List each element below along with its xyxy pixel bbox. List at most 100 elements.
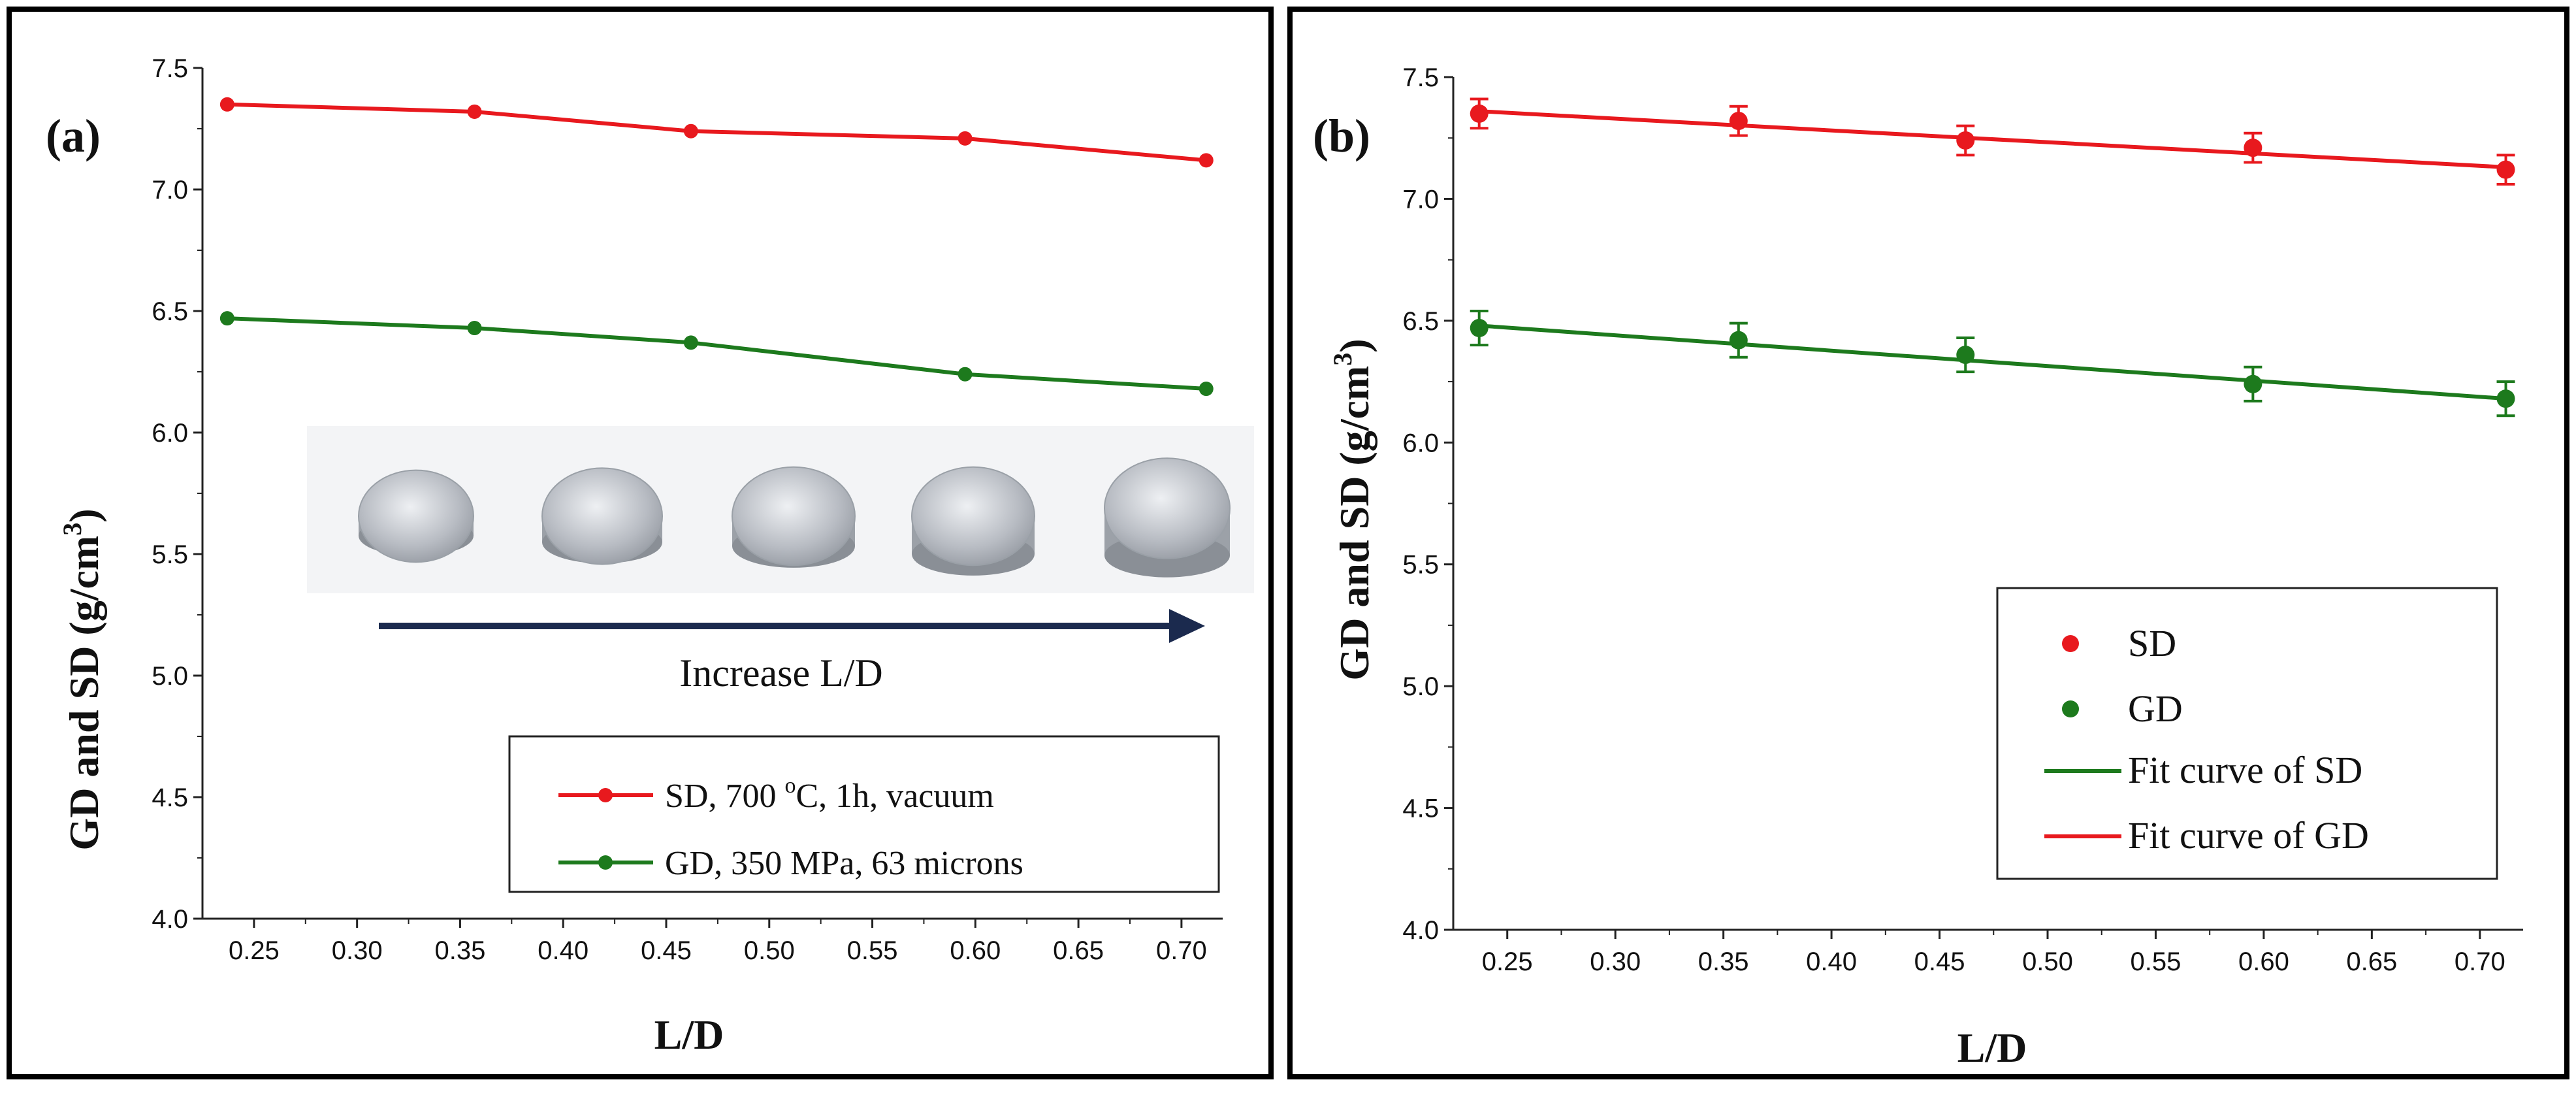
y-tick-label: 7.5 <box>152 54 188 83</box>
y-tick-label: 4.0 <box>152 905 188 934</box>
series-sd-point <box>683 123 698 139</box>
y-tick-label: 7.0 <box>1402 185 1439 214</box>
series-gd-point <box>1956 346 1975 365</box>
panel-a-ylabel-close: ) <box>61 508 107 522</box>
x-tick-label: 0.50 <box>2022 947 2073 976</box>
y-tick-label: 5.0 <box>152 662 188 691</box>
fit_sd-line <box>1479 323 2506 401</box>
panel-a-ticks: 4.0 4.5 5.0 5.5 6.0 6.5 7.0 7.5 0.25 0.30 0.35 0.40… <box>152 54 1223 965</box>
x-tick-label: 0.65 <box>2346 947 2397 976</box>
sample-disc-top <box>911 466 1035 566</box>
panel-b-legend: SD GD Fit curve of SD Fit curve of GD <box>1996 587 2498 880</box>
sample-disc-top <box>1104 457 1231 559</box>
panel-b-frame <box>1287 7 2569 1079</box>
legend-b-gd-label: GD <box>2128 687 2183 730</box>
panel-b-series <box>1470 97 2515 418</box>
panel-b-ylabel-close: ) <box>1331 338 1377 352</box>
panel-a-legend-box <box>508 735 1220 893</box>
panel-a-legend: SD, 700 oC, 1h, vacuum GD, 350 MPa, 63 m… <box>508 735 1220 893</box>
y-tick-label: 5.0 <box>1402 672 1439 701</box>
panel-b-y-axis-title: GD and SD (g/cm3) <box>1328 338 1377 680</box>
x-tick-label: 0.30 <box>1590 947 1641 976</box>
legend-b-fit-gd-label: Fit curve of GD <box>2128 814 2369 857</box>
y-tick-label: 7.0 <box>152 176 188 205</box>
x-tick-label: 0.45 <box>641 936 692 965</box>
panel-a-y-axis-title: GD and SD (g/cm3) <box>57 508 107 850</box>
panel-a-xlabel: L/D <box>654 1011 724 1058</box>
series-sd-point <box>2496 160 2515 179</box>
series-sd-point <box>467 104 482 119</box>
legend-sd-label-rest: C, 1h, vacuum <box>796 778 993 815</box>
panel-a-label: (a) <box>46 110 101 162</box>
x-tick-label: 0.70 <box>2455 947 2505 976</box>
series-sd-point <box>2244 139 2262 157</box>
x-tick-label: 0.25 <box>1482 947 1533 976</box>
svg-text:GD and SD (g/cm3): GD and SD (g/cm3) <box>57 508 107 850</box>
x-tick-label: 0.60 <box>2238 947 2289 976</box>
panel-b-legend-box <box>1996 587 2498 880</box>
x-tick-label: 0.65 <box>1053 936 1104 965</box>
series-gd-point <box>1729 331 1748 350</box>
legend-sd-label: SD, 700 <box>665 778 784 815</box>
x-tick-label: 0.55 <box>847 936 898 965</box>
series-sd-point <box>1729 112 1748 131</box>
x-tick-label: 0.30 <box>332 936 383 965</box>
sample-disc-top <box>358 469 474 563</box>
series-gd-point <box>2244 374 2262 393</box>
y-tick-label: 6.5 <box>1402 307 1439 336</box>
y-tick-label: 6.5 <box>152 297 188 326</box>
legend-gd-label: GD, 350 MPa, 63 microns <box>665 845 1023 882</box>
series-sd-point <box>219 97 234 112</box>
y-tick-label: 4.0 <box>1402 916 1439 945</box>
panel-b: (b) GD and SD (g/cm3) L/D 4.0 4.5 5.0 5.5 6.… <box>1287 7 2569 1079</box>
legend-b-sd-marker <box>2062 635 2079 652</box>
legend-b-sd-label: SD <box>2128 622 2176 665</box>
sample-discs <box>358 457 1231 578</box>
increase-ld-annotation: Increase L/D <box>679 651 882 695</box>
panel-b-xlabel: L/D <box>1957 1025 2027 1071</box>
series-gd-point <box>958 367 973 382</box>
y-tick-label: 4.5 <box>1402 795 1439 823</box>
legend-sd-degree: o <box>784 774 796 798</box>
y-tick-label: 4.5 <box>152 783 188 812</box>
panel-b-ticks: 4.0 4.5 5.0 5.5 6.0 6.5 7.0 7.5 0.25 0.30 0.35 0.40… <box>1402 63 2523 976</box>
x-tick-label: 0.50 <box>744 936 795 965</box>
x-tick-label: 0.55 <box>2131 947 2182 976</box>
sample-disc-top <box>541 467 663 565</box>
panel-a-ylabel: GD and SD (g/cm <box>61 536 107 851</box>
legend-gd-marker <box>598 855 613 870</box>
series-sd-point <box>1199 153 1214 168</box>
series-gd-point <box>467 321 482 336</box>
x-tick-label: 0.60 <box>950 936 1001 965</box>
series-gd-point <box>683 335 698 350</box>
legend-b-fit-sd-label: Fit curve of SD <box>2128 749 2362 791</box>
panel-b-ylabel: GD and SD (g/cm <box>1331 366 1377 681</box>
panel-a-frame <box>7 7 1274 1079</box>
fit_gd-line <box>1479 109 2506 169</box>
legend-b-gd-marker <box>2062 700 2079 717</box>
x-tick-label: 0.35 <box>1698 947 1749 976</box>
x-tick-label: 0.70 <box>1156 936 1207 965</box>
y-tick-label: 7.5 <box>1402 63 1439 92</box>
panel-a: (a) GD and SD (g/cm3) L/D 4.0 4.5 5.0 5.5 6.… <box>7 7 1274 1079</box>
series-gd-point <box>1470 319 1489 338</box>
y-tick-label: 5.5 <box>1402 551 1439 580</box>
panel-b-ylabel-sup: 3 <box>1328 353 1357 366</box>
panel-a-ylabel-sup: 3 <box>57 523 87 536</box>
svg-text:GD and SD (g/cm3): GD and SD (g/cm3) <box>1328 338 1377 680</box>
legend-sd-marker <box>598 788 613 802</box>
sample-disc-top <box>732 466 856 566</box>
y-tick-label: 5.5 <box>152 540 188 569</box>
series-sd-point <box>1956 131 1975 150</box>
x-tick-label: 0.40 <box>1806 947 1857 976</box>
panel-b-label: (b) <box>1313 110 1370 162</box>
x-tick-label: 0.35 <box>435 936 486 965</box>
series-gd-point <box>2496 389 2515 408</box>
x-tick-label: 0.25 <box>229 936 280 965</box>
svg-text:SD, 700 oC, 1h, vacuum: SD, 700 oC, 1h, vacuum <box>665 774 994 815</box>
series-sd-point <box>1470 104 1489 123</box>
increase-arrow-head <box>1169 609 1205 643</box>
series-gd-point <box>1199 382 1214 397</box>
x-tick-label: 0.45 <box>1914 947 1965 976</box>
